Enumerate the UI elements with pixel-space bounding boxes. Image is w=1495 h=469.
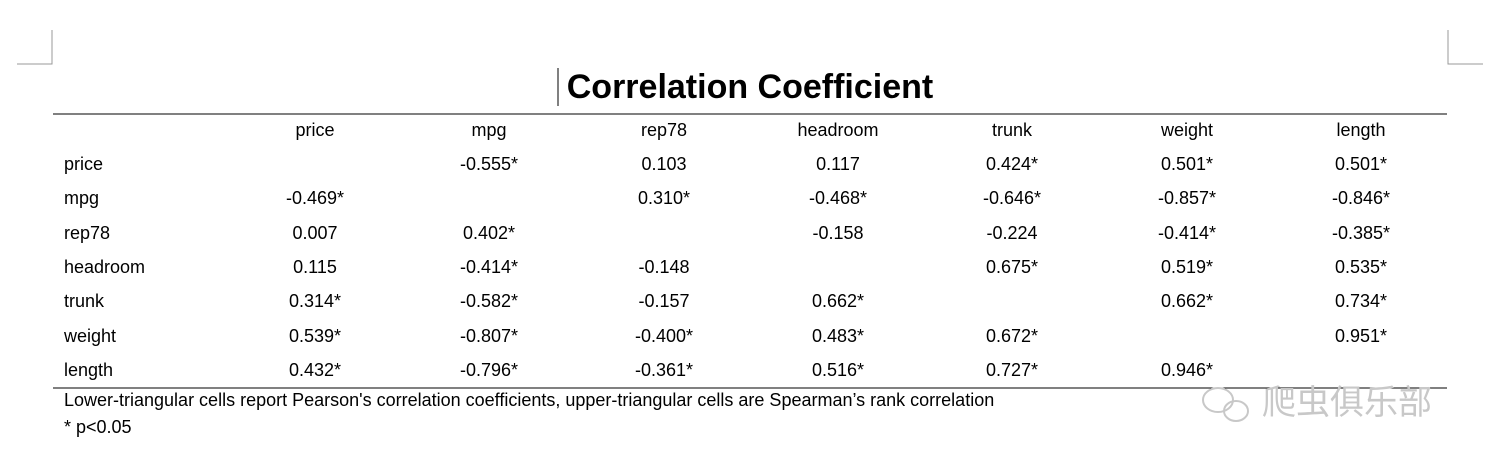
table-cell: -0.469*	[285, 188, 345, 209]
table-cell: 0.115	[293, 256, 337, 277]
table-cell: 0.951*	[1334, 325, 1388, 346]
crop-marks	[17, 30, 1483, 65]
row-label: trunk	[64, 291, 105, 312]
table-cell: 0.946*	[1160, 359, 1214, 380]
table-cell: 0.501*	[1334, 154, 1388, 174]
crop-mark	[17, 30, 53, 65]
table-cell: 0.424*	[985, 154, 1039, 174]
row-label: mpg	[64, 188, 100, 209]
table-cell: -0.361*	[634, 359, 694, 380]
table-cell: -0.796*	[459, 359, 519, 380]
table-cell: 0.672*	[985, 325, 1039, 346]
wechat-icon	[1202, 387, 1249, 422]
table-cell: -0.582*	[459, 291, 519, 312]
table-cell: 0.519*	[1160, 256, 1214, 277]
table-cell: 0.675*	[985, 256, 1039, 277]
table-cell: 0.516*	[811, 359, 865, 380]
table-cell: -0.414*	[459, 256, 519, 277]
table-cell: 0.535*	[1334, 256, 1388, 277]
watermark: 爬虫俱乐部	[1262, 384, 1432, 422]
row-label: rep78	[64, 222, 111, 243]
column-header: headroom	[797, 120, 879, 140]
table-cell: -0.400*	[634, 325, 694, 346]
column-header: weight	[1160, 120, 1214, 140]
table-cell: -0.157	[638, 291, 690, 312]
row-label: length	[64, 359, 114, 380]
document-title: Correlation Coefficient	[566, 68, 934, 106]
table-cell: 0.483*	[811, 325, 865, 346]
table-cell: -0.224	[986, 222, 1038, 243]
column-header: length	[1336, 120, 1386, 140]
table-cell: 0.727*	[985, 359, 1039, 380]
column-header: price	[295, 120, 335, 140]
table-cell: -0.385*	[1331, 222, 1391, 243]
table-cell: -0.468*	[808, 188, 868, 209]
table-cell: 0.539*	[288, 325, 342, 346]
table-cell: 0.662*	[1160, 291, 1214, 312]
row-label: headroom	[64, 256, 146, 277]
table-cell: 0.117	[816, 154, 860, 174]
column-header: mpg	[471, 120, 507, 140]
table-cell: -0.414*	[1157, 222, 1217, 243]
table-cell: 0.501*	[1160, 154, 1214, 174]
table-cell: 0.310*	[637, 188, 691, 209]
table-cell: -0.555*	[459, 154, 519, 174]
table-cell: 0.402*	[462, 222, 516, 243]
table-cell: 0.432*	[288, 359, 342, 380]
table-cell: -0.857*	[1157, 188, 1217, 209]
column-header: rep78	[640, 120, 688, 140]
table-cell: -0.646*	[982, 188, 1042, 209]
table-cell: 0.314*	[288, 291, 342, 312]
row-label: weight	[64, 325, 117, 346]
crop-mark	[1447, 30, 1483, 65]
row-label: price	[64, 154, 104, 174]
column-header: trunk	[991, 120, 1033, 140]
table-cell: -0.846*	[1331, 188, 1391, 209]
table-note: Lower-triangular cells report Pearson's …	[64, 390, 995, 410]
table-note: * p<0.05	[64, 417, 132, 437]
table-cell: -0.158	[812, 222, 864, 243]
table-cell: 0.734*	[1334, 291, 1388, 312]
table-cell: 0.103	[641, 154, 687, 174]
table-cell: -0.148	[638, 256, 690, 277]
table-cell: 0.662*	[811, 291, 865, 312]
table-cell: -0.807*	[459, 325, 519, 346]
table-cell: 0.007	[292, 222, 338, 243]
